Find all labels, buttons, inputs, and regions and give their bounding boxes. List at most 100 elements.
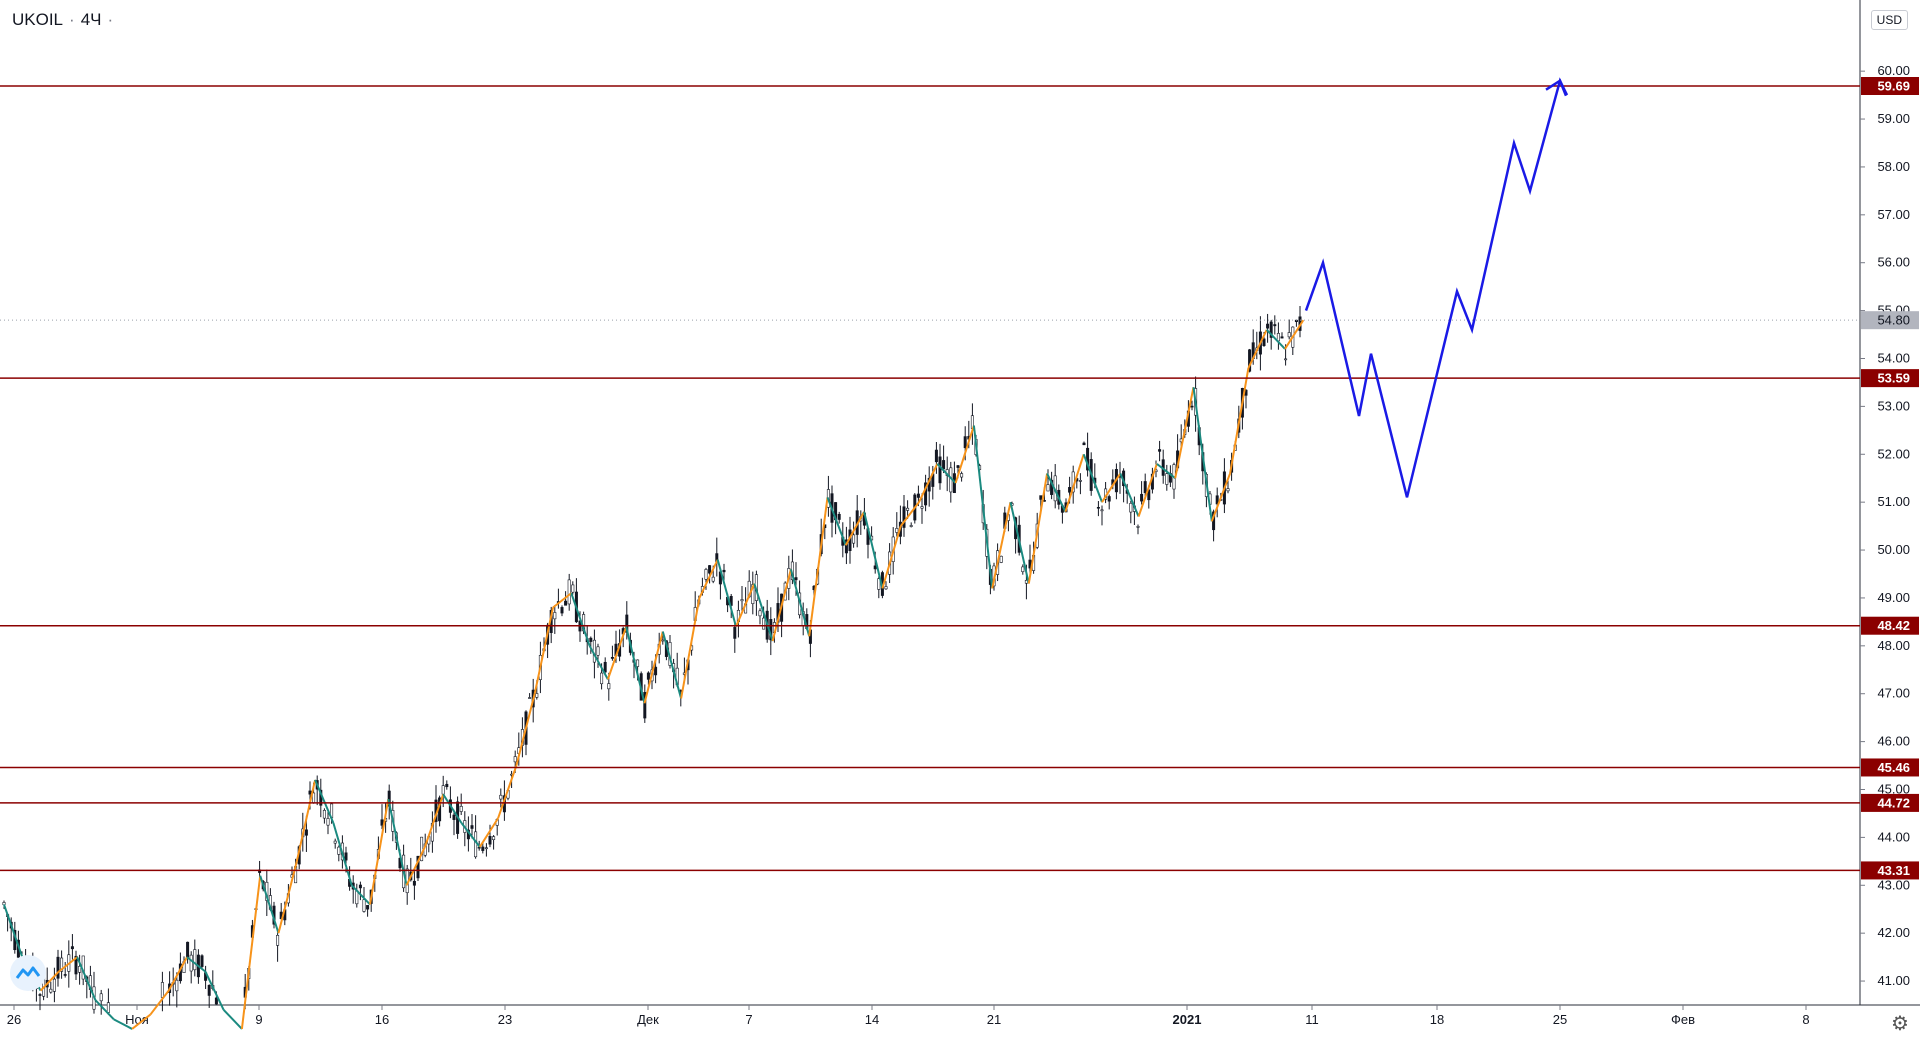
- zigzag-up-leg: [771, 568, 792, 642]
- zigzag-up-leg: [844, 511, 865, 546]
- settings-gear-icon[interactable]: ⚙: [1891, 1013, 1909, 1035]
- level-price-label: 59.69: [1877, 79, 1910, 94]
- x-tick-label: 16: [375, 1012, 389, 1027]
- zigzag-down-leg: [222, 1009, 243, 1030]
- y-tick-label: 52.00: [1877, 446, 1910, 461]
- candle-body: [643, 692, 647, 719]
- candle-body: [916, 493, 920, 498]
- zigzag-up-leg: [131, 1013, 152, 1030]
- y-tick-label: 48.00: [1877, 638, 1910, 653]
- candle-body: [600, 672, 604, 685]
- candle-body: [610, 656, 614, 659]
- zigzag-down-leg: [588, 645, 609, 680]
- x-tick-label: 11: [1305, 1012, 1319, 1027]
- candle-body: [452, 814, 456, 820]
- candle-body: [1280, 336, 1284, 339]
- candle-body: [963, 436, 967, 449]
- candle-body: [661, 639, 665, 642]
- candle-body: [160, 982, 164, 998]
- forecast-arrow-head: [1545, 78, 1568, 97]
- candle-body: [481, 846, 485, 851]
- level-price-tag: [1861, 369, 1919, 388]
- candle-body: [344, 852, 348, 861]
- candle-body: [535, 693, 539, 698]
- x-tick-label: 18: [1430, 1012, 1444, 1027]
- candle-body: [934, 449, 938, 463]
- candle-body: [106, 1002, 110, 1013]
- level-price-tag: [1861, 861, 1919, 880]
- zigzag-up-leg: [533, 607, 554, 694]
- zigzag-up-leg: [680, 597, 701, 699]
- candle-body: [304, 829, 308, 836]
- zigzag-down-leg: [350, 884, 371, 906]
- zigzag-down-leg: [716, 559, 737, 627]
- candle-body: [837, 513, 841, 520]
- candle-body: [60, 957, 64, 972]
- candle-body: [1269, 321, 1273, 338]
- zigzag-up-leg: [240, 875, 262, 1030]
- zigzag-up-leg: [1027, 473, 1049, 584]
- candle-body: [1140, 493, 1144, 502]
- zigzag-up-leg: [643, 631, 664, 704]
- y-tick-label: 44.00: [1877, 829, 1910, 844]
- candle-body: [49, 988, 53, 993]
- y-tick-label: 41.00: [1877, 973, 1910, 988]
- zigzag-up-leg: [149, 990, 170, 1016]
- candle-body: [459, 806, 463, 812]
- currency-badge[interactable]: USD: [1870, 10, 1908, 30]
- candle-body: [470, 825, 474, 829]
- candle-body: [560, 607, 564, 614]
- candle-body: [362, 899, 366, 912]
- x-tick-label: 23: [498, 1012, 512, 1027]
- candle-body: [445, 783, 449, 788]
- candle-body: [1262, 338, 1266, 346]
- zigzag-down-leg: [826, 497, 847, 546]
- zigzag-up-leg: [899, 501, 920, 527]
- candle-body: [412, 880, 416, 886]
- symbol-title[interactable]: UKOIL · 4Ч ·: [12, 10, 114, 29]
- zigzag-down-leg: [204, 971, 225, 1011]
- y-tick-label: 54.00: [1877, 350, 1910, 365]
- zigzag-up-leg: [698, 559, 719, 599]
- zigzag-up-leg: [1174, 387, 1195, 479]
- candle-body: [1136, 526, 1140, 528]
- candle-body: [960, 473, 964, 478]
- level-price-tag: [1861, 616, 1919, 635]
- tradingview-logo-icon[interactable]: [10, 955, 46, 991]
- zigzag-down-leg: [1119, 473, 1140, 517]
- candle-body: [708, 565, 712, 574]
- level-price-tag: [1861, 77, 1919, 96]
- zigzag-down-leg: [3, 904, 24, 958]
- zigzag-down-leg: [936, 463, 957, 484]
- zigzag-down-leg: [625, 626, 646, 704]
- zigzag-down-leg: [863, 511, 884, 589]
- candle-body: [596, 646, 600, 656]
- candle-body: [844, 539, 848, 554]
- zigzag-up-leg: [991, 501, 1012, 589]
- y-tick-label: 47.00: [1877, 686, 1910, 701]
- zigzag-down-leg: [460, 822, 481, 848]
- candle-body: [78, 966, 82, 973]
- candle-body: [571, 584, 575, 593]
- candle-body: [1078, 480, 1082, 482]
- candle-body: [1226, 488, 1230, 492]
- level-price-label: 44.72: [1877, 795, 1910, 810]
- forecast-path[interactable]: [1304, 77, 1569, 498]
- zigzag-down-leg: [314, 779, 335, 824]
- y-tick-label: 56.00: [1877, 255, 1910, 270]
- x-tick-label: 9: [255, 1012, 262, 1027]
- candle-body: [1096, 506, 1100, 509]
- zigzag-up-leg: [1101, 472, 1122, 503]
- candle-body: [528, 697, 532, 699]
- x-tick-label: 7: [745, 1012, 752, 1027]
- candle-body: [441, 785, 445, 795]
- level-price-label: 45.46: [1877, 760, 1910, 775]
- candle-body: [938, 456, 942, 484]
- zigzag-up-leg: [58, 956, 78, 973]
- y-tick-label: 42.00: [1877, 925, 1910, 940]
- zigzag-down-leg: [76, 956, 97, 1001]
- zigzag-down-leg: [442, 793, 463, 824]
- zigzag-down-leg: [387, 798, 408, 886]
- zigzag-up-leg: [1284, 319, 1305, 350]
